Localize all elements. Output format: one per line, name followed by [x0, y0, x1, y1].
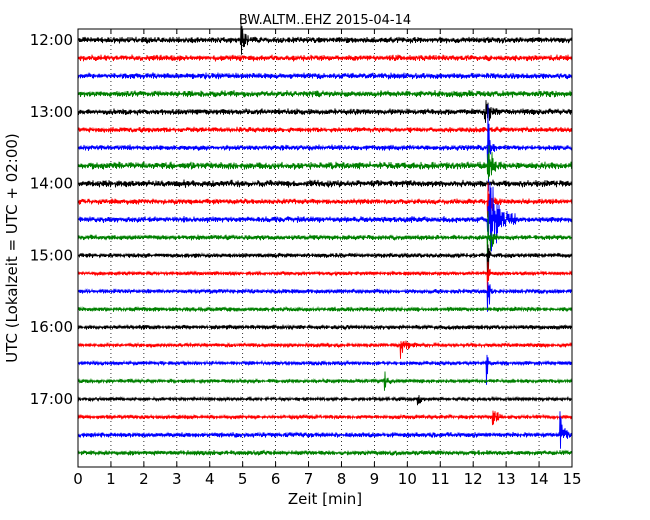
x-tick-label: 12: [464, 470, 483, 488]
x-tick-label: 7: [304, 470, 314, 488]
x-tick-label: 10: [398, 470, 417, 488]
seismogram-trace: [77, 282, 573, 312]
y-tick-label: 14:00: [30, 175, 73, 193]
x-axis-label: Zeit [min]: [288, 490, 362, 508]
y-tick-label: 12:00: [30, 31, 73, 49]
x-tick-label: 5: [238, 470, 248, 488]
x-tick-label: 14: [530, 470, 549, 488]
y-tick-label: 15:00: [30, 246, 73, 264]
plot-frame: [77, 28, 573, 468]
x-tick-label: 6: [271, 470, 281, 488]
seismogram-trace: [77, 145, 573, 180]
seismogram-trace: [77, 323, 573, 331]
axes: 0 1 2 3 4 5 6 7 8 9 10 11 12 13 14 1512:0013:0014:0015:…: [30, 29, 582, 488]
x-tick-label: 0: [73, 470, 83, 488]
x-tick-label: 13: [497, 470, 516, 488]
seismogram-trace: [77, 371, 573, 391]
seismogram-trace: [77, 354, 573, 385]
seismogram-trace: [77, 90, 573, 98]
seismogram-trace: [77, 179, 573, 188]
x-tick-label: 8: [337, 470, 347, 488]
seismogram-trace: [77, 72, 573, 80]
seismogram-trace: [77, 211, 573, 262]
seismogram-trace: [77, 126, 573, 133]
x-tick-label: 11: [431, 470, 450, 488]
seismogram-trace: [77, 244, 573, 280]
seismogram-trace: [77, 449, 573, 457]
seismogram-trace: [77, 261, 573, 294]
x-tick-label: 9: [370, 470, 380, 488]
y-tick-label: 17:00: [30, 390, 73, 408]
seismogram-trace: [77, 104, 573, 192]
seismogram-traces: [77, 23, 573, 457]
seismogram-trace: [77, 54, 573, 62]
y-tick-label: 13:00: [30, 103, 73, 121]
seismogram-trace: [77, 340, 573, 359]
x-tick-label: 3: [172, 470, 182, 488]
x-tick-label: 2: [139, 470, 149, 488]
chart-title: BW.ALTM..EHZ 2015-04-14: [239, 13, 411, 28]
seismogram-trace: [77, 411, 573, 449]
seismogram-trace: [77, 182, 573, 252]
seismogram-trace: [77, 305, 573, 313]
y-axis-label: UTC (Lokalzeit = UTC + 02:00): [3, 133, 21, 363]
seismogram-trace: [77, 100, 573, 123]
x-tick-label: 15: [562, 470, 581, 488]
seismogram-trace: [77, 395, 573, 406]
seismogram-trace: [77, 23, 573, 55]
x-tick-label: 1: [106, 470, 116, 488]
seismogram-trace: [77, 410, 573, 426]
x-tick-label: 4: [205, 470, 215, 488]
y-tick-label: 16:00: [30, 318, 73, 336]
